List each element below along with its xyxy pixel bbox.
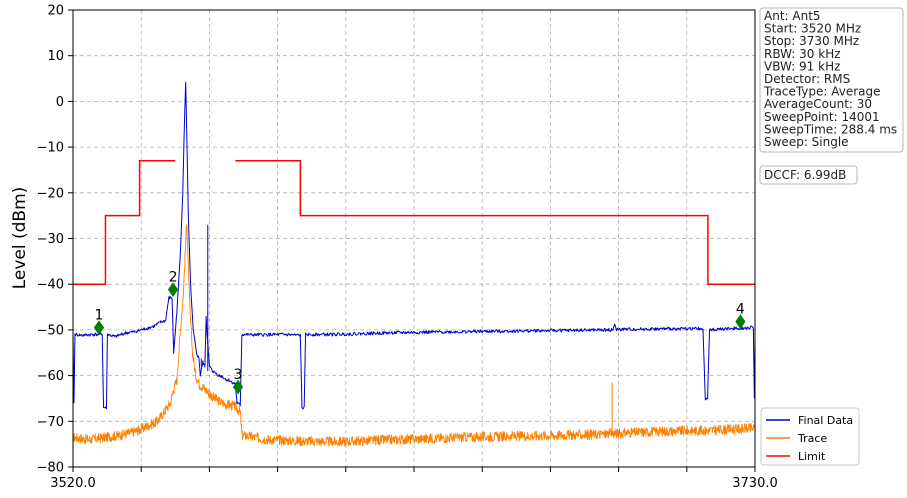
marker-3: 3 (232, 367, 244, 395)
series-trace (73, 224, 755, 447)
info-line: Start: 3520 MHz (764, 22, 861, 36)
y-tick-label: −60 (37, 369, 64, 384)
y-tick-label: 0 (56, 95, 64, 110)
markers: 1 2 3 4 (93, 270, 746, 395)
series-limit (235, 160, 755, 285)
marker-diamond-icon (167, 282, 179, 298)
series-layer (73, 81, 755, 447)
y-tick-label: −30 (37, 232, 64, 247)
y-tick-label: −70 (37, 415, 64, 430)
legend-frame (760, 407, 860, 466)
info-line: Detector: RMS (764, 72, 850, 86)
marker-1: 1 (93, 308, 105, 335)
info-line: RBW: 30 kHz (764, 47, 841, 61)
dccf-value: DCCF: 6.99dB (764, 168, 846, 182)
marker-label: 3 (234, 367, 243, 383)
grid (73, 10, 755, 467)
info-line: Stop: 3730 MHz (764, 34, 859, 48)
marker-label: 1 (95, 308, 104, 324)
y-tick-label: 20 (47, 4, 64, 19)
info-line: Ant: Ant5 (764, 9, 821, 23)
marker-diamond-icon (735, 314, 746, 330)
legend-item: Trace (766, 432, 827, 445)
dccf-box: DCCF: 6.99dB (759, 165, 858, 185)
y-tick-label: −40 (37, 278, 64, 293)
series-limit (73, 160, 176, 285)
dccf-box-frame (759, 165, 858, 185)
legend-label: Trace (797, 432, 827, 445)
marker-2: 2 (167, 270, 179, 298)
y-tick-label: −50 (37, 323, 64, 338)
info-line: AverageCount: 30 (764, 97, 872, 111)
legend-label: Limit (798, 450, 826, 463)
y-tick-label: −10 (37, 141, 64, 156)
info-line: TraceType: Average (763, 85, 881, 99)
marker-4: 4 (735, 302, 746, 330)
marker-diamond-icon (232, 379, 244, 395)
y-tick-label: −80 (37, 461, 64, 476)
y-tick-label: −20 (37, 186, 64, 201)
legend: Final Data Trace Limit (760, 407, 860, 466)
y-axis-title: Level (dBm) (10, 187, 30, 290)
marker-label: 4 (736, 302, 745, 318)
marker-label: 2 (169, 270, 178, 286)
y-tick-label: 10 (47, 49, 64, 64)
x-tick-label: 3730.0 (732, 476, 778, 491)
series-final-data (73, 81, 755, 410)
info-line: SweepTime: 288.4 ms (764, 122, 897, 136)
legend-item: Limit (766, 450, 826, 463)
legend-label: Final Data (798, 414, 853, 427)
legend-item: Final Data (766, 414, 853, 427)
marker-diamond-icon (93, 320, 105, 335)
info-line: Sweep: Single (764, 135, 849, 149)
info-line: SweepPoint: 14001 (764, 110, 880, 124)
info-box-frame (759, 7, 904, 153)
x-tick-label: 3520.0 (50, 476, 96, 491)
info-line: VBW: 91 kHz (764, 59, 840, 73)
